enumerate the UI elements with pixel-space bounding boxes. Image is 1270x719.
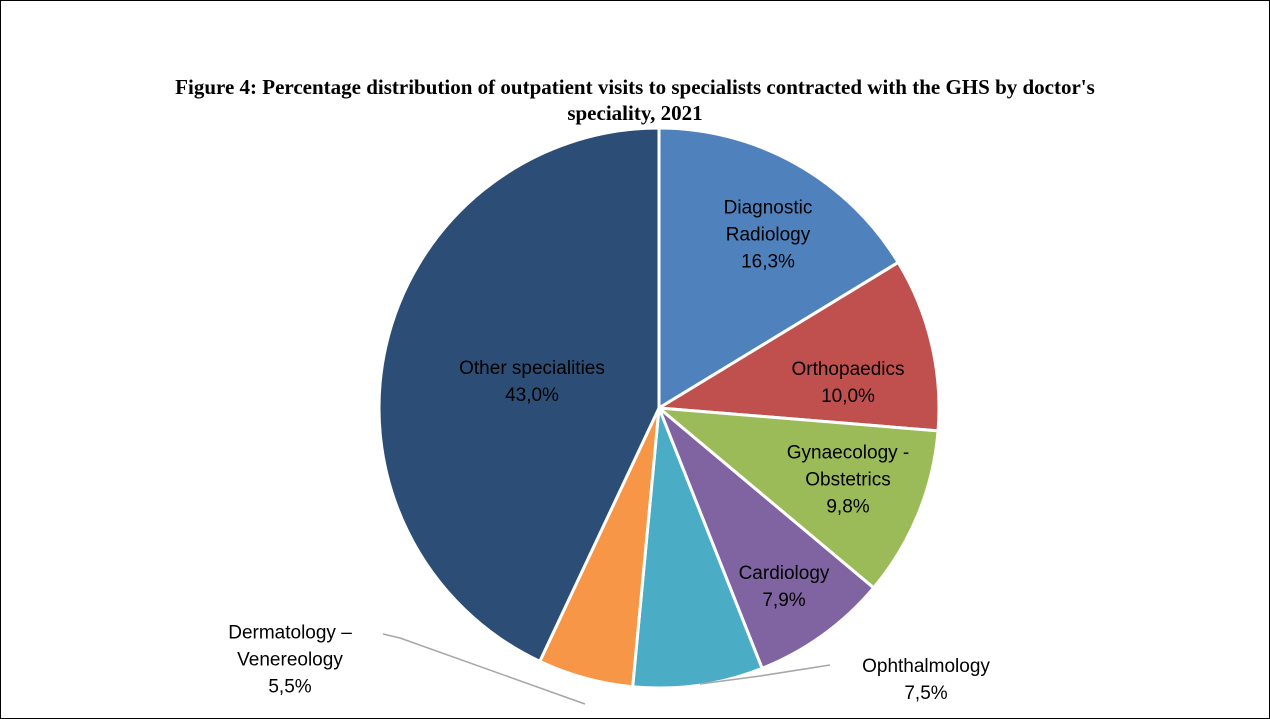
value-label: 10,0% (821, 386, 875, 407)
pie-slice (654, 406, 940, 590)
leader-line (382, 633, 586, 705)
category-label: Orthopaedics (791, 359, 905, 380)
slice-label: Cardiology 7,9% (719, 560, 849, 614)
value-label: 7,5% (904, 683, 948, 704)
value-label: 9,8% (826, 496, 870, 518)
slice-label: Other specialities 43,0% (417, 355, 647, 409)
category-label: Dermatology – Venereology (228, 622, 352, 671)
value-label: 5,5% (268, 676, 312, 698)
chart-title: Figure 4: Percentage distribution of out… (175, 75, 1095, 125)
slice-label: Dermatology – Venereology 5,5% (195, 620, 385, 701)
value-label: 7,9% (762, 590, 806, 611)
slice-label: Diagnostic Radiology 16,3% (698, 195, 838, 276)
leader-line (699, 664, 831, 685)
slice-label: Ophthalmology 7,5% (826, 653, 1026, 707)
pie-slice (377, 126, 661, 664)
category-label: Other specialities (459, 358, 605, 379)
category-label: Ophthalmology (862, 656, 990, 677)
pie-slice (657, 406, 876, 671)
pie-slice (654, 260, 941, 433)
slice-label: Gynaecology - Obstetrics 9,8% (763, 440, 933, 521)
value-label: 43,0% (505, 385, 559, 406)
category-label: Diagnostic Radiology (723, 197, 813, 246)
pie-slice (631, 407, 765, 690)
slice-label: Orthopaedics 10,0% (763, 356, 933, 410)
category-label: Gynaecology - Obstetrics (786, 442, 910, 491)
pie-slice (657, 126, 901, 411)
category-label: Cardiology (738, 563, 830, 584)
value-label: 16,3% (741, 251, 795, 273)
